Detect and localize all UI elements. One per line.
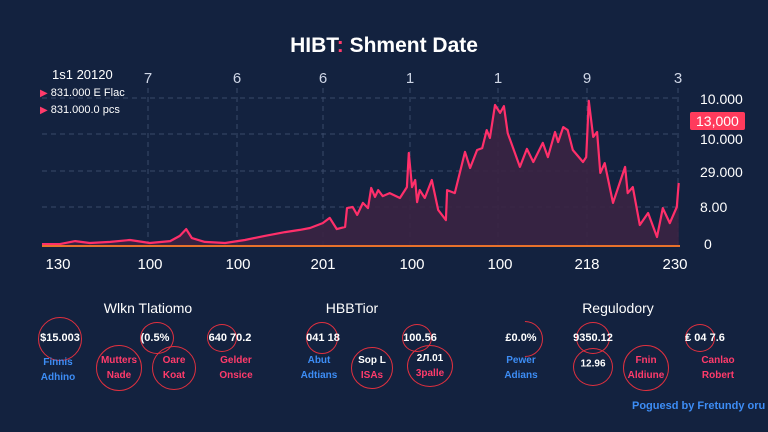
ring	[96, 345, 142, 391]
metric-label: Canlao Robert	[701, 355, 735, 381]
top-tick: 6	[318, 70, 328, 87]
metric-label: Mutters Nade	[100, 355, 138, 381]
metric-value: 640 70.2	[208, 332, 252, 344]
series-area	[42, 100, 679, 247]
metric-value: (0.5%	[140, 332, 170, 344]
metric-label: Finnis Adhino	[40, 357, 76, 383]
ring	[152, 346, 196, 390]
metric-value: £0.0%	[505, 332, 537, 344]
metric-label: 2Л.01 3palle	[415, 353, 445, 379]
ring	[207, 324, 237, 352]
x-tick: 201	[310, 256, 336, 273]
triangle-right-icon: ▶	[40, 105, 48, 116]
panel-heading: HBBTior	[325, 300, 379, 316]
metric-value: 100.56	[403, 332, 437, 344]
metric-label: Oare Koat	[162, 355, 186, 381]
metric-value: 12.96	[580, 358, 606, 370]
series-line	[42, 99, 680, 246]
metric-label: Abut Adtians	[300, 355, 338, 381]
x-tick: 100	[225, 256, 251, 273]
top-tick: 1	[405, 70, 415, 87]
right-tick: 0	[704, 236, 712, 252]
chart-title: HIBT: Shment Date	[290, 34, 478, 57]
metric-value: 9350.12	[573, 332, 613, 344]
legend-item: ▶ 831.000.0 pcs	[40, 104, 120, 116]
ring	[407, 345, 453, 387]
ring	[306, 322, 338, 354]
top-tick: 1	[493, 70, 503, 87]
x-tick: 100	[487, 256, 513, 273]
top-tick: 9	[582, 70, 592, 87]
footer-credit: Poguesd by Fretundy oru	[632, 400, 766, 412]
x-tick: 218	[574, 256, 600, 273]
x-tick: 100	[137, 256, 163, 273]
metric-value: 041 18	[306, 332, 340, 344]
right-tick: 8.00	[700, 199, 728, 215]
right-tick: 10.000	[700, 131, 743, 147]
legend-item: ▶ 831.000 E Flac	[40, 87, 125, 99]
value-badge: 13,000	[690, 112, 745, 130]
ring	[351, 347, 393, 389]
top-tick: 3	[673, 70, 683, 87]
legend-date: 1s1 20120	[52, 67, 113, 82]
x-tick: 100	[399, 256, 425, 273]
metric-value: $15.003	[40, 332, 80, 344]
ring	[685, 324, 715, 352]
right-tick: 29.000	[700, 164, 743, 180]
ring	[38, 317, 82, 361]
right-tick: 10.000	[700, 91, 743, 107]
triangle-right-icon: ▶	[40, 88, 48, 99]
ring	[623, 345, 669, 391]
x-tick: 130	[45, 256, 71, 273]
panel-heading: Wlkn Tlatiomo	[103, 300, 193, 316]
metric-label: Sop L ISAs	[358, 355, 386, 381]
ring	[573, 348, 613, 386]
metric-value: ₤ 04 7.6	[685, 332, 725, 344]
metric-label: Fnin Aldiune	[627, 355, 665, 381]
x-tick: 230	[662, 256, 688, 273]
top-tick: 7	[143, 70, 153, 87]
top-tick: 6	[232, 70, 242, 87]
metric-label: Pewer Adians	[504, 355, 538, 381]
metric-label: Gelder Onsice	[219, 355, 253, 381]
panel-heading: Regulodory	[582, 300, 654, 316]
